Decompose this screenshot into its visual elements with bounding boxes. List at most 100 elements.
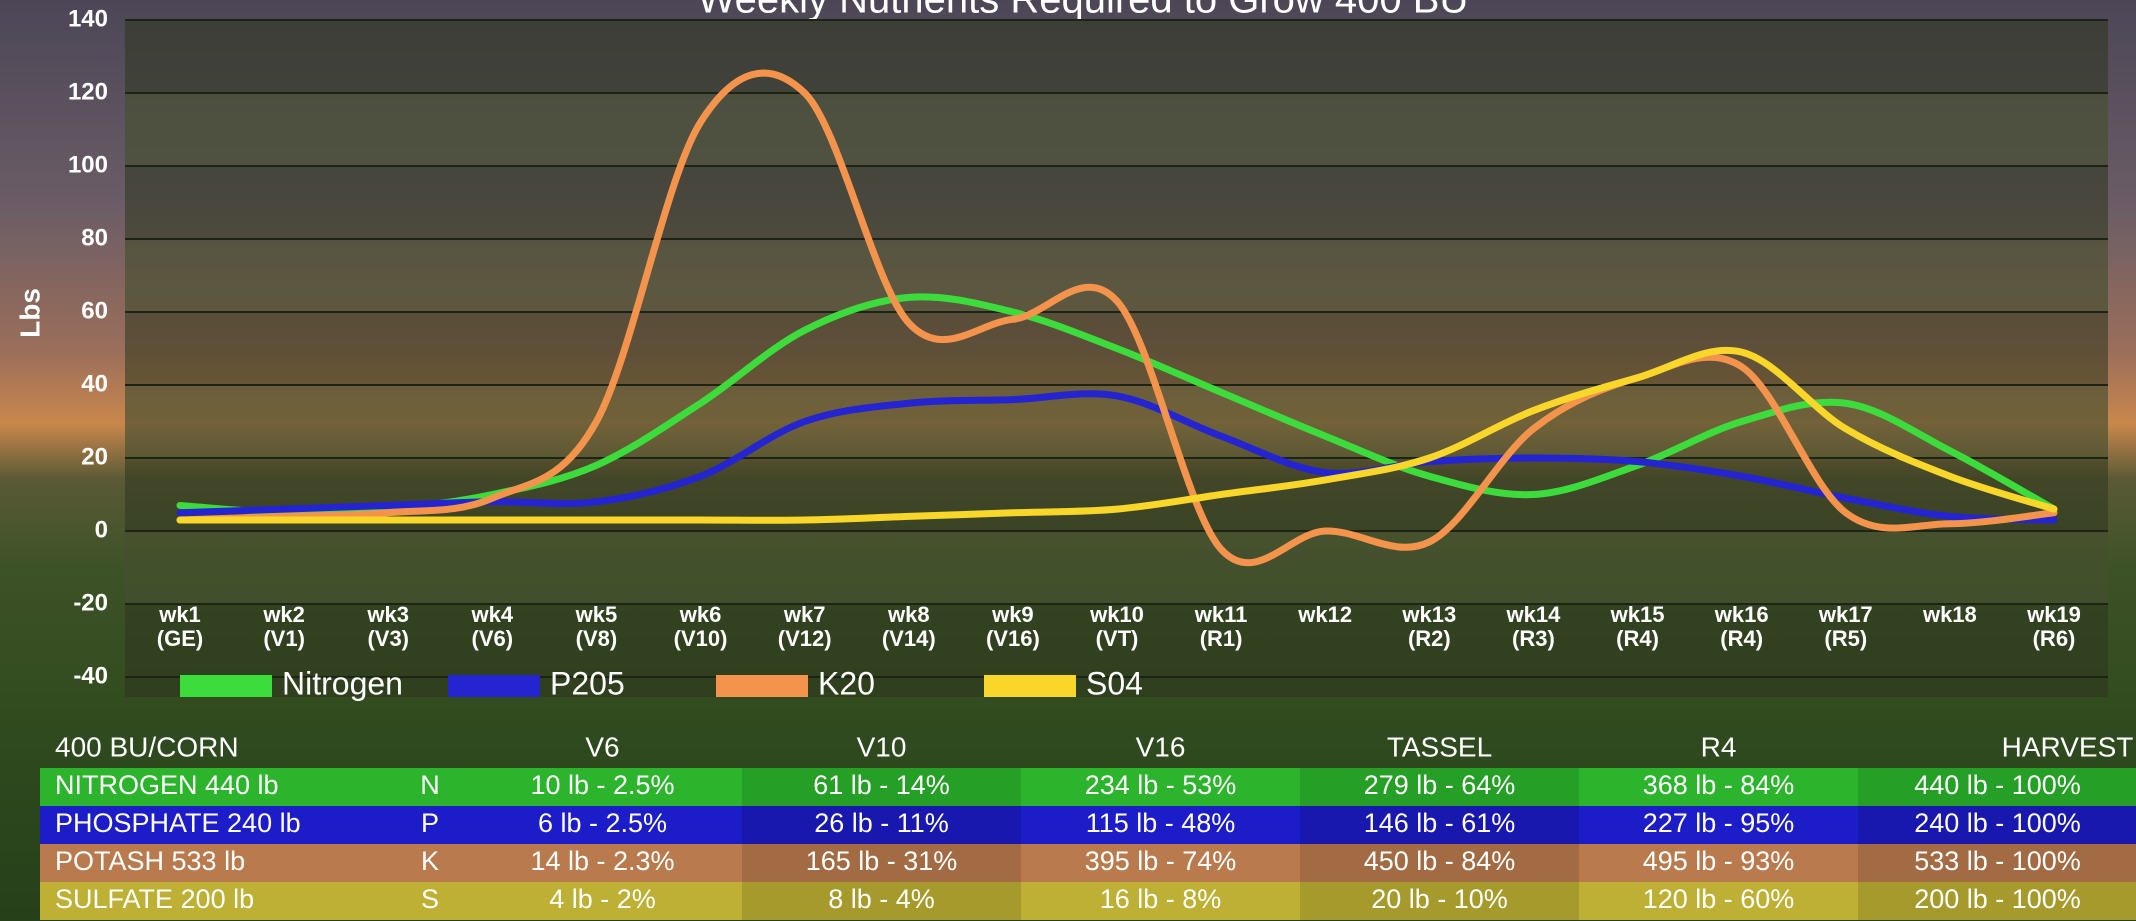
- table-cell-shade: [1300, 768, 1579, 806]
- row-name: PHOSPHATE 240 lb: [55, 808, 301, 838]
- table-row: [40, 844, 2136, 882]
- x-tick-label: wk5 (V8): [575, 602, 618, 651]
- table-cell: 6 lb - 2.5%: [538, 808, 667, 838]
- table-cell-shade: [1858, 844, 2136, 882]
- x-tick-label: wk18: [1922, 602, 1977, 627]
- table-cell-shade: [742, 844, 1021, 882]
- y-tick-label: 60: [81, 297, 108, 324]
- x-tick-label: wk6 (V10): [673, 602, 728, 651]
- table-cell: 26 lb - 11%: [814, 808, 949, 838]
- table-cell: 495 lb - 93%: [1643, 846, 1795, 876]
- table-cell: 395 lb - 74%: [1085, 846, 1237, 876]
- x-tick-label: wk12: [1298, 602, 1353, 627]
- x-tick-label: wk11 (R1): [1194, 602, 1248, 651]
- table-cell: 115 lb - 48%: [1086, 808, 1236, 838]
- y-tick-label: 0: [95, 516, 108, 543]
- legend-swatch: [448, 675, 540, 697]
- table-header: R4: [1701, 731, 1737, 762]
- series-line: [176, 346, 2058, 524]
- x-tick-label: wk2 (V1): [263, 602, 305, 651]
- table-cell: 146 lb - 61%: [1364, 808, 1516, 838]
- y-tick-label: 20: [81, 443, 108, 470]
- table-cell: 10 lb - 2.5%: [530, 770, 674, 800]
- legend-swatch: [180, 675, 272, 697]
- x-tick-label: wk16 (R4): [1714, 602, 1769, 651]
- table-row: [40, 806, 2136, 844]
- table-cell: 14 lb - 2.3%: [530, 846, 674, 876]
- series-line: [176, 69, 2058, 567]
- table-cell: 450 lb - 84%: [1364, 846, 1516, 876]
- y-tick-label: 120: [68, 78, 108, 105]
- y-tick-label: -40: [73, 662, 108, 689]
- table-cell: 4 lb - 2%: [549, 884, 656, 914]
- table-header: TASSEL: [1387, 731, 1492, 762]
- legend-label: P205: [550, 665, 625, 701]
- y-tick-label: 40: [81, 370, 108, 397]
- x-tick-label: wk15 (R4): [1610, 602, 1665, 651]
- table-header: HARVEST: [2002, 731, 2134, 762]
- table-header: V10: [857, 731, 907, 762]
- plot-background: [125, 20, 2108, 697]
- x-tick-label: wk9 (V16): [985, 602, 1040, 651]
- table-cell-shade: [1300, 806, 1579, 844]
- table-cell: 227 lb - 95%: [1643, 808, 1795, 838]
- x-tick-label: wk10 (VT): [1090, 602, 1144, 651]
- legend-label: S04: [1086, 665, 1143, 701]
- table-cell: 279 lb - 64%: [1364, 770, 1516, 800]
- chart-title: Weekly Nutrients Required to Grow 400 BU: [698, 0, 1469, 22]
- row-letter: S: [421, 884, 439, 914]
- legend-label: Nitrogen: [282, 665, 403, 701]
- table-cell: 61 lb - 14%: [813, 770, 950, 800]
- x-tick-label: wk13 (R2): [1402, 602, 1457, 651]
- table-cell-shade: [1858, 882, 2136, 920]
- table-cell-shade: [1300, 882, 1579, 920]
- x-tick-label: wk1 (GE): [156, 602, 204, 651]
- table-cell: 200 lb - 100%: [1914, 884, 2081, 914]
- table-header: V6: [585, 731, 619, 762]
- table-header: V16: [1136, 731, 1186, 762]
- x-tick-label: wk17 (R5): [1818, 602, 1873, 651]
- y-tick-label: -20: [73, 589, 108, 616]
- x-tick-label: wk3 (V3): [367, 602, 410, 651]
- row-name: SULFATE 200 lb: [55, 884, 254, 914]
- table-cell: 533 lb - 100%: [1914, 846, 2081, 876]
- table-row: [40, 882, 2136, 920]
- table-cell-shade: [1858, 768, 2136, 806]
- table-cell-shade: [742, 882, 1021, 920]
- table-cell: 165 lb - 31%: [806, 846, 958, 876]
- y-tick-label: 80: [81, 224, 108, 251]
- table-cell: 368 lb - 84%: [1643, 770, 1795, 800]
- table-cell: 440 lb - 100%: [1914, 770, 2081, 800]
- table-cell: 20 lb - 10%: [1371, 884, 1508, 914]
- table-cell: 240 lb - 100%: [1914, 808, 2081, 838]
- x-tick-label: wk14 (R3): [1506, 602, 1561, 651]
- table-cell: 234 lb - 53%: [1085, 770, 1237, 800]
- legend-swatch: [984, 675, 1076, 697]
- y-axis-label: Lbs: [14, 288, 45, 338]
- table-header: 400 BU/CORN: [55, 731, 239, 762]
- table-cell-shade: [1858, 806, 2136, 844]
- row-letter: K: [421, 846, 439, 876]
- table-cell-shade: [1300, 844, 1579, 882]
- y-tick-label: 100: [68, 151, 108, 178]
- table-cell: 8 lb - 4%: [828, 884, 935, 914]
- table-row: [40, 768, 2136, 806]
- row-name: POTASH 533 lb: [55, 846, 245, 876]
- y-tick-label: 140: [68, 5, 108, 32]
- row-letter: P: [421, 808, 439, 838]
- table-cell: 16 lb - 8%: [1100, 884, 1222, 914]
- plot-area: [125, 20, 2108, 697]
- grid-band: [125, 93, 2108, 166]
- legend-label: K20: [818, 665, 875, 701]
- x-tick-label: wk7 (V12): [777, 602, 832, 651]
- x-tick-label: wk19 (R6): [2027, 602, 2081, 651]
- row-letter: N: [420, 770, 440, 800]
- row-name: NITROGEN 440 lb: [55, 770, 279, 800]
- x-tick-label: wk8 (V14): [881, 602, 936, 651]
- table-cell-shade: [742, 768, 1021, 806]
- table-cell-shade: [742, 806, 1021, 844]
- x-tick-label: wk4 (V6): [471, 602, 514, 651]
- table-cell: 120 lb - 60%: [1643, 884, 1795, 914]
